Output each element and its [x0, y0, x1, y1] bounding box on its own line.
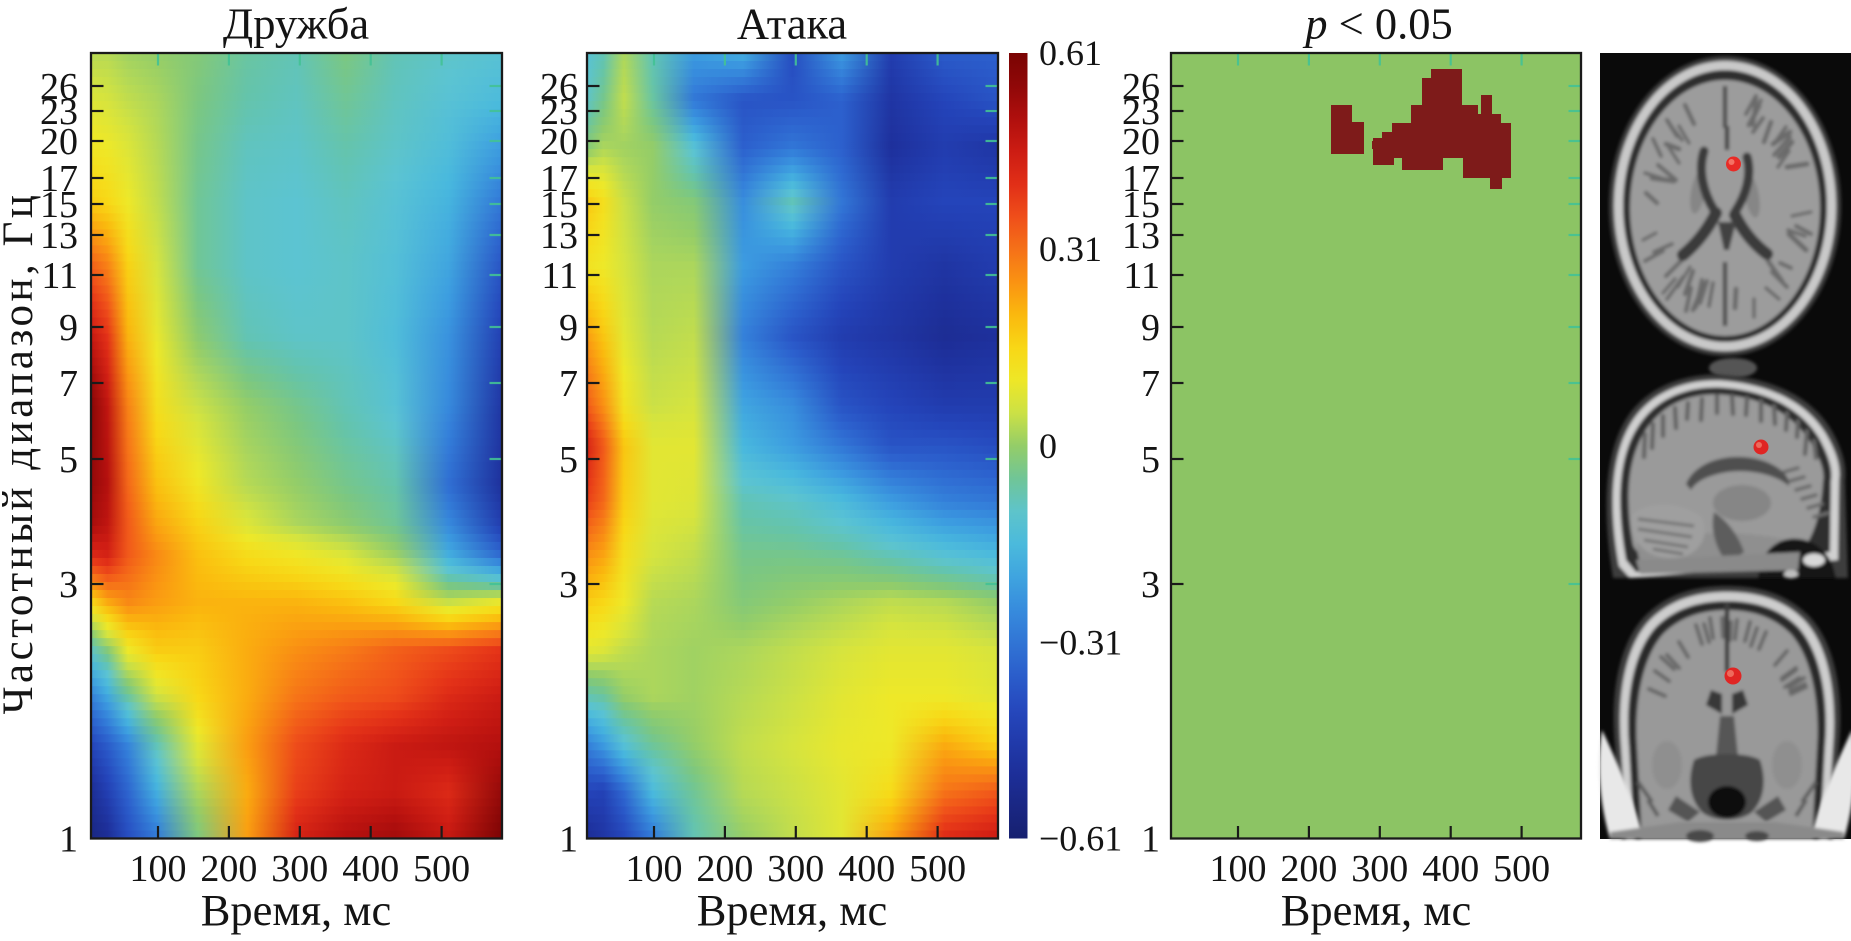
svg-text:7: 7 [59, 363, 78, 405]
svg-text:500: 500 [909, 848, 966, 890]
svg-text:26: 26 [540, 66, 578, 108]
svg-text:100: 100 [130, 848, 187, 890]
svg-text:400: 400 [1422, 848, 1479, 890]
svg-text:23: 23 [1122, 91, 1160, 133]
svg-text:11: 11 [1123, 255, 1160, 297]
svg-text:Время, мс: Время, мс [697, 885, 887, 935]
svg-text:3: 3 [1141, 564, 1160, 606]
svg-text:200: 200 [696, 848, 753, 890]
svg-text:3: 3 [59, 564, 78, 606]
svg-text:1: 1 [559, 819, 578, 861]
svg-text:13: 13 [540, 215, 578, 257]
svg-text:Время, мс: Время, мс [1281, 885, 1471, 935]
svg-text:20: 20 [540, 121, 578, 163]
svg-text:13: 13 [1122, 215, 1160, 257]
svg-text:3: 3 [559, 564, 578, 606]
svg-text:Время, мс: Время, мс [201, 885, 391, 935]
svg-text:26: 26 [40, 66, 78, 108]
svg-text:100: 100 [1210, 848, 1267, 890]
svg-text:300: 300 [767, 848, 824, 890]
svg-text:0.61: 0.61 [1039, 33, 1102, 73]
svg-text:0: 0 [1039, 426, 1057, 466]
svg-text:p < 0.05: p < 0.05 [1302, 0, 1452, 49]
svg-text:11: 11 [41, 255, 78, 297]
svg-text:300: 300 [1351, 848, 1408, 890]
svg-text:15: 15 [540, 184, 578, 226]
svg-text:17: 17 [1122, 158, 1160, 200]
svg-text:−0.61: −0.61 [1039, 819, 1122, 859]
svg-text:400: 400 [838, 848, 895, 890]
svg-text:15: 15 [1122, 184, 1160, 226]
svg-text:500: 500 [1493, 848, 1550, 890]
svg-text:9: 9 [559, 307, 578, 349]
svg-text:200: 200 [200, 848, 257, 890]
svg-text:Атака: Атака [737, 0, 848, 49]
svg-text:500: 500 [413, 848, 470, 890]
svg-text:300: 300 [271, 848, 328, 890]
svg-text:17: 17 [540, 158, 578, 200]
svg-text:23: 23 [540, 91, 578, 133]
svg-text:23: 23 [40, 91, 78, 133]
svg-text:Частотный диапазон, Гц: Частотный диапазон, Гц [0, 192, 42, 715]
svg-text:0.31: 0.31 [1039, 229, 1102, 269]
svg-text:400: 400 [342, 848, 399, 890]
svg-text:13: 13 [40, 215, 78, 257]
svg-text:200: 200 [1280, 848, 1337, 890]
svg-text:17: 17 [40, 158, 78, 200]
svg-text:9: 9 [59, 307, 78, 349]
svg-text:20: 20 [1122, 121, 1160, 163]
svg-text:7: 7 [1141, 363, 1160, 405]
svg-text:20: 20 [40, 121, 78, 163]
svg-text:5: 5 [1141, 439, 1160, 481]
svg-text:1: 1 [59, 819, 78, 861]
svg-text:5: 5 [559, 439, 578, 481]
svg-text:1: 1 [1141, 819, 1160, 861]
svg-text:100: 100 [626, 848, 683, 890]
svg-text:26: 26 [1122, 66, 1160, 108]
svg-text:15: 15 [40, 184, 78, 226]
svg-text:5: 5 [59, 439, 78, 481]
svg-text:−0.31: −0.31 [1039, 623, 1122, 663]
svg-text:Дружба: Дружба [223, 0, 369, 49]
svg-text:9: 9 [1141, 307, 1160, 349]
svg-text:11: 11 [541, 255, 578, 297]
svg-text:7: 7 [559, 363, 578, 405]
